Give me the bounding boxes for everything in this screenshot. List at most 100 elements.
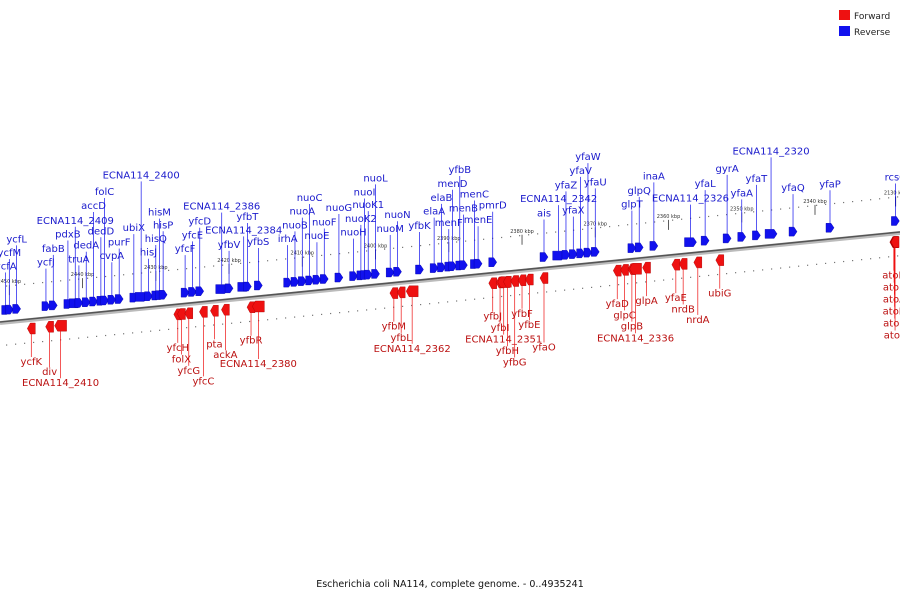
reverse-gene-label[interactable]: ycfJ xyxy=(37,258,55,269)
reverse-gene-arrow[interactable] xyxy=(82,297,91,307)
reverse-gene-label[interactable]: ECNA114_2326 xyxy=(652,194,729,205)
reverse-gene-label[interactable]: hisM xyxy=(148,208,171,219)
forward-gene-label[interactable]: atoB xyxy=(882,271,900,282)
reverse-gene-label[interactable]: nuoN xyxy=(384,210,410,221)
forward-gene-arrow[interactable] xyxy=(488,277,497,289)
forward-gene-label[interactable]: ECNA114_2410 xyxy=(22,378,99,389)
forward-gene-label[interactable]: folX xyxy=(172,354,191,365)
forward-gene-arrow[interactable] xyxy=(45,321,54,333)
forward-gene-arrow[interactable] xyxy=(517,274,527,286)
forward-gene-arrow[interactable] xyxy=(629,263,642,275)
reverse-gene-label[interactable]: purF xyxy=(108,238,131,249)
reverse-gene-arrow[interactable] xyxy=(576,248,585,259)
reverse-gene-label[interactable]: yfaU xyxy=(584,177,607,188)
reverse-gene-label[interactable]: rcsC xyxy=(885,172,900,183)
reverse-gene-label[interactable]: yfaX xyxy=(562,206,585,217)
reverse-gene-arrow[interactable] xyxy=(591,247,600,257)
reverse-gene-label[interactable]: ycfA xyxy=(0,261,17,272)
forward-gene-label[interactable]: yfbM xyxy=(382,322,406,333)
reverse-gene-label[interactable]: hisP xyxy=(153,220,173,231)
forward-gene-arrow[interactable] xyxy=(678,258,688,270)
forward-gene-label[interactable]: ubiG xyxy=(708,289,731,300)
reverse-gene-arrow[interactable] xyxy=(825,223,835,233)
reverse-gene-arrow[interactable] xyxy=(100,295,109,306)
forward-gene-arrow[interactable] xyxy=(715,254,724,266)
reverse-gene-label[interactable]: ECNA114_2386 xyxy=(183,202,260,213)
reverse-gene-label[interactable]: ycfL xyxy=(6,234,27,245)
reverse-gene-label[interactable]: ECNA114_2409 xyxy=(37,216,114,227)
reverse-gene-label[interactable]: menF xyxy=(435,218,463,229)
reverse-gene-label[interactable]: nuoA xyxy=(289,207,315,218)
forward-gene-arrow[interactable] xyxy=(693,256,703,269)
reverse-gene-label[interactable]: glpQ xyxy=(628,186,651,197)
forward-gene-label[interactable]: yfbI xyxy=(491,323,510,334)
forward-gene-label[interactable]: nrdA xyxy=(686,315,710,326)
reverse-gene-label[interactable]: yfaT xyxy=(746,174,769,185)
reverse-gene-label[interactable]: yfbB xyxy=(448,165,471,176)
forward-gene-label[interactable]: glpC xyxy=(613,310,635,321)
reverse-gene-arrow[interactable] xyxy=(393,267,402,277)
forward-gene-arrow[interactable] xyxy=(890,236,900,248)
reverse-gene-arrow[interactable] xyxy=(320,274,329,284)
reverse-gene-arrow[interactable] xyxy=(488,257,497,267)
forward-gene-label[interactable]: yfbR xyxy=(240,336,263,347)
forward-gene-arrow[interactable] xyxy=(539,272,549,284)
forward-gene-label[interactable]: yfbL xyxy=(390,333,412,344)
reverse-gene-label[interactable]: nuoL xyxy=(363,173,388,184)
forward-gene-label[interactable]: ECNA114_2380 xyxy=(220,359,297,370)
reverse-gene-label[interactable]: yfaQ xyxy=(781,183,805,194)
reverse-gene-arrow[interactable] xyxy=(649,241,659,251)
reverse-gene-label[interactable]: folC xyxy=(95,187,114,198)
forward-gene-label[interactable]: yfbG xyxy=(503,358,527,369)
reverse-gene-label[interactable]: inaA xyxy=(643,171,665,182)
reverse-gene-label[interactable]: yfaP xyxy=(819,179,841,190)
forward-gene-label[interactable]: atoC xyxy=(883,319,900,330)
reverse-gene-arrow[interactable] xyxy=(158,290,168,300)
reverse-gene-label[interactable]: yfaA xyxy=(731,188,754,199)
reverse-gene-label[interactable]: nuoE xyxy=(304,231,329,242)
reverse-gene-label[interactable]: dedD xyxy=(88,226,115,237)
reverse-gene-label[interactable]: hisJ xyxy=(140,248,157,259)
reverse-gene-label[interactable]: nuoF xyxy=(312,217,337,228)
reverse-gene-arrow[interactable] xyxy=(305,275,314,286)
reverse-gene-label[interactable]: nuoK1 xyxy=(352,200,384,211)
reverse-gene-label[interactable]: yfbT xyxy=(236,212,259,223)
reverse-gene-arrow[interactable] xyxy=(298,276,307,286)
forward-gene-label[interactable]: yfbH xyxy=(496,346,519,357)
forward-gene-arrow[interactable] xyxy=(389,287,399,299)
reverse-gene-arrow[interactable] xyxy=(459,260,468,270)
reverse-gene-arrow[interactable] xyxy=(569,249,578,259)
forward-gene-label[interactable]: ECNA114_2336 xyxy=(597,333,674,344)
reverse-gene-label[interactable]: nuoI xyxy=(354,188,376,199)
reverse-gene-label[interactable]: accD xyxy=(81,201,106,212)
reverse-gene-label[interactable]: elaB xyxy=(430,193,452,204)
reverse-gene-arrow[interactable] xyxy=(243,281,252,292)
reverse-gene-arrow[interactable] xyxy=(635,242,644,253)
forward-gene-arrow[interactable] xyxy=(54,319,67,332)
reverse-gene-label[interactable]: ubiX xyxy=(123,223,145,234)
forward-gene-label[interactable]: ECNA114_2362 xyxy=(374,344,451,355)
forward-gene-label[interactable]: yfaO xyxy=(532,343,556,354)
forward-gene-label[interactable]: ECNA114_2351 xyxy=(465,335,542,346)
reverse-gene-label[interactable]: yfaV xyxy=(569,166,592,177)
reverse-gene-label[interactable]: yfcE xyxy=(182,230,203,241)
reverse-gene-label[interactable]: yfaL xyxy=(695,179,717,190)
reverse-gene-arrow[interactable] xyxy=(195,286,204,296)
reverse-gene-arrow[interactable] xyxy=(437,262,446,273)
forward-gene-arrow[interactable] xyxy=(525,273,534,286)
forward-gene-arrow[interactable] xyxy=(405,285,419,297)
reverse-gene-label[interactable]: pmrD xyxy=(479,201,507,212)
reverse-gene-label[interactable]: nuoB xyxy=(282,220,308,231)
forward-gene-label[interactable]: yfcG xyxy=(177,366,200,377)
reverse-gene-label[interactable]: yfcD xyxy=(188,217,211,228)
reverse-gene-arrow[interactable] xyxy=(89,296,98,307)
reverse-gene-label[interactable]: nuoC xyxy=(297,193,323,204)
reverse-gene-label[interactable]: hisQ xyxy=(145,234,167,245)
reverse-gene-label[interactable]: menE xyxy=(464,215,493,226)
forward-gene-label[interactable]: yfcH xyxy=(167,343,189,354)
forward-gene-label[interactable]: pta xyxy=(206,339,222,350)
reverse-gene-label[interactable]: ECNA114_2384 xyxy=(205,225,282,236)
reverse-gene-label[interactable]: ais xyxy=(537,209,551,220)
reverse-gene-arrow[interactable] xyxy=(371,269,380,279)
